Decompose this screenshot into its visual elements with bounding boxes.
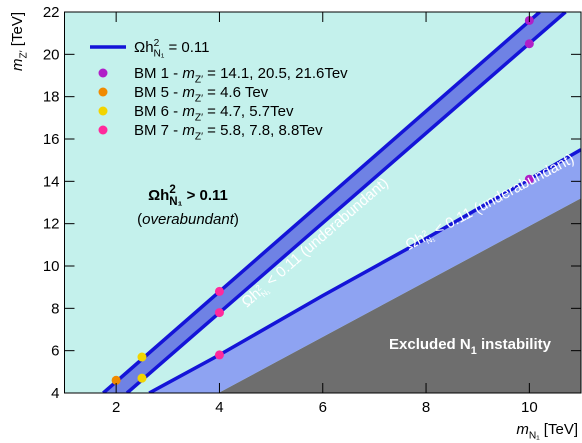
legend-label: BM 7 - mZ′ = 5.8, 7.8, 8.8Tev [134, 122, 323, 143]
text-part: Z′ [195, 94, 203, 105]
legend-marker [98, 68, 108, 78]
text-part: Z′ [195, 113, 203, 124]
text-part: N₁ [424, 234, 436, 246]
x-tick-label: 10 [521, 399, 538, 416]
legend-label: BM 1 - mZ′ = 14.1, 20.5, 21.6Tev [134, 65, 348, 86]
annotation: Ωh2 N₁ > 0.11 [148, 184, 228, 208]
relic-line [148, 148, 581, 393]
y-axis-label: mZ′ [TeV] [9, 12, 30, 71]
y-tick-label: 18 [43, 89, 60, 106]
text-part: BM 5 - [134, 84, 182, 101]
y-tick-label: 8 [51, 300, 59, 317]
text-part: = 5.8, 7.8, 8.8Tev [203, 122, 323, 139]
text-part: 2 [254, 283, 264, 293]
legend-label: BM 5 - mZ′ = 4.6 Tev [134, 84, 269, 105]
text-part: [TeV] [540, 421, 578, 438]
benchmark-point [524, 174, 534, 184]
text-part: N₁ [154, 49, 165, 60]
text-part: Z′ [195, 132, 203, 143]
benchmark-point [214, 286, 224, 296]
text-part: BM 7 - [134, 122, 182, 139]
legend-marker [98, 106, 108, 116]
x-tick-label: 8 [422, 399, 430, 416]
benchmark-point [214, 308, 224, 318]
text-part: Z′ [19, 50, 30, 58]
text-part: BM 1 - [134, 65, 182, 82]
text-part: m [9, 59, 26, 72]
legend-marker [98, 125, 108, 135]
y-tick-label: 6 [51, 343, 59, 360]
text-part: = 0.11 [164, 39, 209, 56]
excluded-region [218, 198, 581, 393]
relic-line [102, 12, 541, 393]
text-part: Ωh [134, 39, 154, 56]
text-part: m [182, 65, 195, 82]
band-fill [103, 12, 566, 393]
text-part: BM 6 - [134, 103, 182, 120]
x-tick-label: 6 [319, 399, 327, 416]
y-tick-label: 10 [43, 258, 60, 275]
y-tick-label: 16 [43, 131, 60, 148]
legend-label: Ωh2 N₁ = 0.11 [134, 38, 210, 60]
text-part: 2 [169, 184, 175, 196]
text-part: Excluded N [389, 336, 471, 353]
text-part: ( [137, 211, 142, 228]
benchmark-point [137, 352, 147, 362]
legend-marker [98, 87, 108, 97]
y-tick-label: 20 [43, 46, 60, 63]
annotation: Excluded N1 instability [389, 336, 552, 357]
plot-area [102, 12, 581, 393]
text-part: = 4.7, 5.7Tev [203, 103, 294, 120]
benchmark-point [137, 373, 147, 383]
text-part: m [182, 122, 195, 139]
benchmark-point [214, 350, 224, 360]
relic-line [125, 12, 567, 393]
text-part: m [516, 421, 529, 438]
text-part: overabundant [142, 211, 235, 228]
y-tick-label: 12 [43, 216, 60, 233]
text-part: N₁ [529, 431, 540, 442]
text-part: N₁ [169, 196, 182, 208]
x-tick-label: 2 [112, 399, 120, 416]
text-part: = 4.6 Tev [203, 84, 269, 101]
y-tick-label: 14 [43, 173, 60, 190]
annotation: (overabundant) [137, 211, 239, 228]
text-part: m [182, 84, 195, 101]
benchmark-point [524, 39, 534, 49]
y-tick-label: 22 [43, 4, 60, 21]
x-tick-label: 4 [215, 399, 223, 416]
text-part: Z′ [195, 75, 203, 86]
text-part: 2 [421, 228, 430, 238]
legend-label: BM 6 - mZ′ = 4.7, 5.7Tev [134, 103, 294, 124]
x-axis-label: mN₁ [TeV] [516, 421, 578, 442]
text-part: m [182, 103, 195, 120]
text-part: = 14.1, 20.5, 21.6Tev [203, 65, 348, 82]
text-part: Ωh [148, 187, 169, 204]
text-part: 1 [471, 345, 477, 357]
text-part: 2 [154, 38, 160, 49]
benchmark-point [111, 375, 121, 385]
text-part: > 0.11 [182, 187, 227, 204]
text-part: ) [234, 211, 239, 228]
y-tick-label: 4 [51, 385, 59, 402]
text-part: instability [477, 336, 552, 353]
text-part: [TeV] [9, 12, 26, 50]
